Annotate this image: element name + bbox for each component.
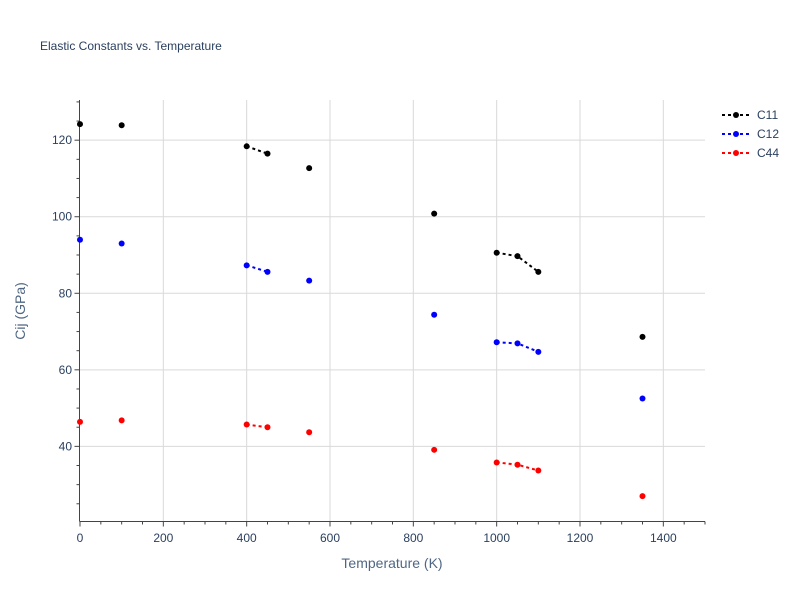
y-tick-label: 80 xyxy=(59,286,73,300)
data-point-c11 xyxy=(535,268,542,275)
data-point-c44 xyxy=(77,418,83,425)
data-point-c44 xyxy=(118,417,125,424)
data-point-c44 xyxy=(243,421,250,428)
data-point-c11 xyxy=(514,253,521,260)
data-point-c12 xyxy=(514,340,521,347)
legend[interactable]: C11 C12 C44 xyxy=(722,108,779,160)
x-tick-label: 400 xyxy=(237,531,257,545)
chart-title: Elastic Constants vs. Temperature xyxy=(40,39,222,53)
data-point-c11 xyxy=(243,143,250,150)
data-point-c12 xyxy=(535,348,542,355)
data-point-c44 xyxy=(306,429,313,436)
data-point-c44 xyxy=(535,467,542,474)
x-tick-label: 200 xyxy=(153,531,173,545)
data-point-c11 xyxy=(639,333,646,340)
series-c12 xyxy=(77,236,646,402)
data-point-c11 xyxy=(264,150,271,157)
data-point-c12 xyxy=(118,240,125,247)
y-tick-label: 100 xyxy=(52,210,72,224)
x-tick-label: 800 xyxy=(403,531,423,545)
data-point-c12 xyxy=(306,277,313,284)
legend-marker-c11 xyxy=(733,112,739,118)
y-axis-title: Cij (GPa) xyxy=(12,282,28,340)
legend-marker-c12 xyxy=(733,131,739,137)
legend-marker-c44 xyxy=(733,150,739,156)
plot-area xyxy=(77,121,646,500)
series-c44 xyxy=(77,417,646,500)
y-tick-label: 120 xyxy=(52,133,72,147)
data-point-c11 xyxy=(118,122,125,129)
series-line-c11 xyxy=(246,145,268,155)
grid xyxy=(80,100,705,521)
data-point-c44 xyxy=(493,459,500,466)
axes: 0 200 400 600 800 1000 1200 1400 40 60 80 100 120 xyxy=(52,100,706,545)
data-point-c44 xyxy=(264,424,271,431)
legend-item-c12[interactable]: C12 xyxy=(722,127,779,141)
data-point-c12 xyxy=(639,395,646,402)
y-tick-label: 60 xyxy=(59,363,73,377)
data-point-c11 xyxy=(306,165,313,172)
legend-item-c44[interactable]: C44 xyxy=(722,146,779,160)
x-tick-label: 0 xyxy=(77,531,84,545)
series-c11 xyxy=(77,121,646,340)
x-tick-label: 1000 xyxy=(483,531,510,545)
data-point-c12 xyxy=(264,268,271,275)
series-line-c12 xyxy=(246,264,268,273)
x-axis-title: Temperature (K) xyxy=(341,555,442,571)
data-point-c12 xyxy=(77,236,83,243)
data-point-c11 xyxy=(431,210,438,217)
legend-label-c12: C12 xyxy=(757,127,779,141)
data-point-c44 xyxy=(431,446,438,453)
y-tick-label: 40 xyxy=(59,439,73,453)
data-point-c12 xyxy=(243,262,250,269)
data-point-c44 xyxy=(514,461,521,468)
series-line-c11 xyxy=(496,251,539,273)
series-line-c44 xyxy=(246,423,268,429)
legend-label-c11: C11 xyxy=(757,108,778,122)
data-point-c11 xyxy=(493,249,500,256)
x-tick-label: 1400 xyxy=(650,531,677,545)
data-point-c12 xyxy=(431,311,438,318)
x-tick-label: 1200 xyxy=(567,531,594,545)
data-point-c11 xyxy=(77,121,83,128)
x-tick-label: 600 xyxy=(320,531,340,545)
data-point-c44 xyxy=(639,493,646,500)
legend-item-c11[interactable]: C11 xyxy=(722,108,778,122)
legend-label-c44: C44 xyxy=(757,146,779,160)
data-point-c12 xyxy=(493,339,500,346)
